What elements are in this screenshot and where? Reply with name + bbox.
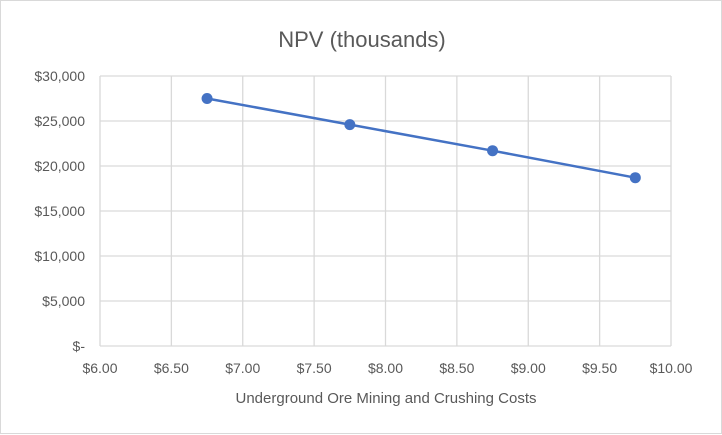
x-tick-label: $6.50 xyxy=(154,360,189,376)
y-tick-label: $20,000 xyxy=(34,158,85,174)
y-tick-label: $- xyxy=(73,338,86,354)
x-tick-label: $9.00 xyxy=(511,360,546,376)
y-tick-label: $25,000 xyxy=(34,113,85,129)
y-tick-label: $30,000 xyxy=(34,68,85,84)
y-tick-label: $10,000 xyxy=(34,248,85,264)
x-tick-label: $7.00 xyxy=(225,360,260,376)
y-tick-label: $5,000 xyxy=(42,293,85,309)
x-tick-label: $6.00 xyxy=(82,360,117,376)
series-line xyxy=(206,97,636,179)
data-point xyxy=(629,172,641,184)
data-point xyxy=(201,93,213,104)
chart-title: NPV (thousands) xyxy=(278,27,446,52)
y-tick-label: $15,000 xyxy=(34,203,85,219)
data-point xyxy=(487,145,499,157)
x-tick-label: $9.50 xyxy=(582,360,617,376)
x-tick-label: $8.00 xyxy=(368,360,403,376)
x-tick-label: $10.00 xyxy=(650,360,693,376)
data-point xyxy=(344,119,356,131)
x-tick-label: $7.50 xyxy=(297,360,332,376)
x-axis-label: Underground Ore Mining and Crushing Cost… xyxy=(236,390,537,407)
x-tick-label: $8.50 xyxy=(439,360,474,376)
